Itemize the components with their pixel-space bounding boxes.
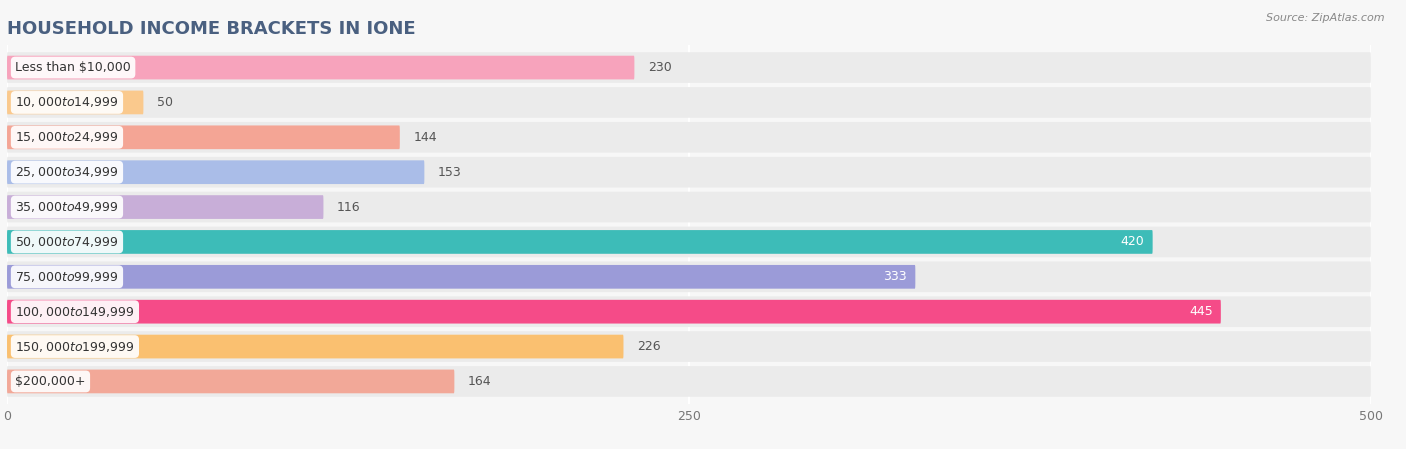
Text: 144: 144 (413, 131, 437, 144)
Text: $10,000 to $14,999: $10,000 to $14,999 (15, 96, 118, 110)
FancyBboxPatch shape (7, 300, 1220, 324)
Text: 230: 230 (648, 61, 672, 74)
FancyBboxPatch shape (7, 157, 1371, 188)
Text: HOUSEHOLD INCOME BRACKETS IN IONE: HOUSEHOLD INCOME BRACKETS IN IONE (7, 20, 416, 38)
FancyBboxPatch shape (7, 265, 915, 289)
Text: $100,000 to $149,999: $100,000 to $149,999 (15, 305, 135, 319)
FancyBboxPatch shape (7, 227, 1371, 257)
FancyBboxPatch shape (7, 335, 623, 358)
Text: $150,000 to $199,999: $150,000 to $199,999 (15, 339, 135, 353)
FancyBboxPatch shape (7, 56, 634, 79)
Text: 333: 333 (883, 270, 907, 283)
Text: $200,000+: $200,000+ (15, 375, 86, 388)
FancyBboxPatch shape (7, 52, 1371, 83)
FancyBboxPatch shape (7, 195, 323, 219)
FancyBboxPatch shape (7, 331, 1371, 362)
FancyBboxPatch shape (7, 87, 1371, 118)
Text: 445: 445 (1189, 305, 1212, 318)
FancyBboxPatch shape (7, 122, 1371, 153)
Text: 116: 116 (337, 201, 361, 214)
Text: Source: ZipAtlas.com: Source: ZipAtlas.com (1267, 13, 1385, 23)
Text: 50: 50 (157, 96, 173, 109)
Text: $35,000 to $49,999: $35,000 to $49,999 (15, 200, 118, 214)
FancyBboxPatch shape (7, 230, 1153, 254)
FancyBboxPatch shape (7, 91, 143, 114)
Text: 153: 153 (439, 166, 461, 179)
Text: Less than $10,000: Less than $10,000 (15, 61, 131, 74)
Text: $50,000 to $74,999: $50,000 to $74,999 (15, 235, 118, 249)
FancyBboxPatch shape (7, 296, 1371, 327)
Text: $25,000 to $34,999: $25,000 to $34,999 (15, 165, 118, 179)
Text: $75,000 to $99,999: $75,000 to $99,999 (15, 270, 118, 284)
Text: 420: 420 (1121, 235, 1144, 248)
Text: 226: 226 (637, 340, 661, 353)
FancyBboxPatch shape (7, 261, 1371, 292)
FancyBboxPatch shape (7, 125, 399, 149)
Text: $15,000 to $24,999: $15,000 to $24,999 (15, 130, 118, 144)
FancyBboxPatch shape (7, 370, 454, 393)
FancyBboxPatch shape (7, 366, 1371, 397)
Text: 164: 164 (468, 375, 492, 388)
FancyBboxPatch shape (7, 160, 425, 184)
FancyBboxPatch shape (7, 192, 1371, 222)
